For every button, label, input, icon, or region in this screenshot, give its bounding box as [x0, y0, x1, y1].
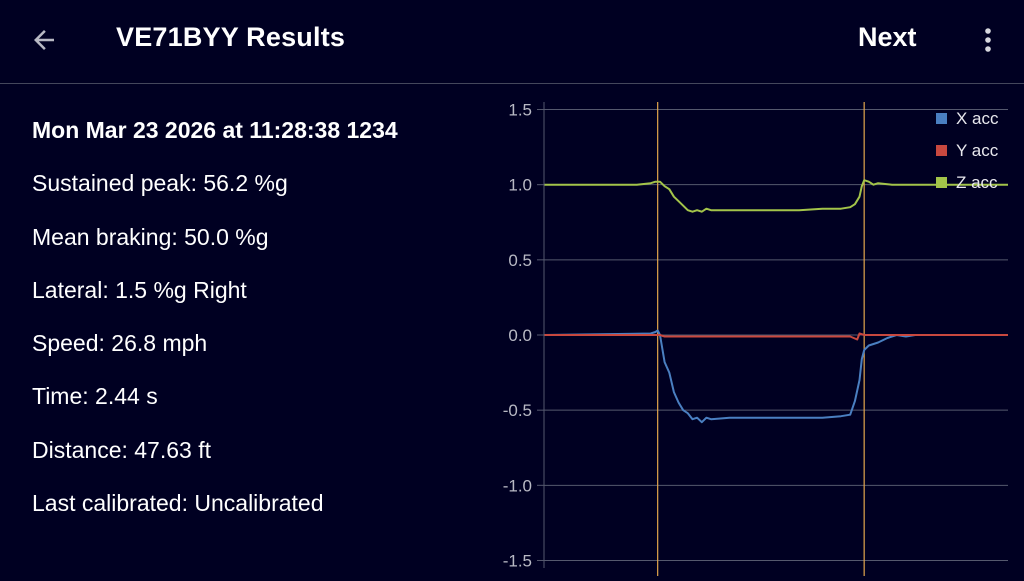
next-button[interactable]: Next: [858, 22, 917, 52]
series-line-y-acc: [544, 332, 1008, 341]
y-tick-label: 0.0: [508, 326, 532, 345]
y-tick-label: 1.0: [508, 176, 532, 195]
result-lateral: Lateral: 1.5 %g Right: [32, 276, 247, 303]
legend-swatch: [936, 113, 947, 124]
y-tick-label: -1.5: [503, 551, 532, 570]
result-mean-braking: Mean braking: 50.0 %g: [32, 223, 269, 250]
more-vert-icon: [985, 28, 991, 52]
y-tick-label: -0.5: [503, 401, 532, 420]
legend-swatch: [936, 177, 947, 188]
y-tick-label: 0.5: [508, 251, 532, 270]
result-sustained-peak: Sustained peak: 56.2 %g: [32, 170, 288, 197]
legend-label: Y acc: [956, 141, 999, 160]
result-last-calibrated: Last calibrated: Uncalibrated: [32, 490, 324, 517]
result-speed: Speed: 26.8 mph: [32, 330, 208, 357]
results-panel: Mon Mar 23 2026 at 11:28:38 1234 Sustain…: [32, 112, 482, 538]
back-button[interactable]: [20, 18, 68, 62]
y-tick-label: 1.5: [508, 101, 532, 120]
arrow-back-icon: [34, 30, 54, 50]
acceleration-chart: 1.5 1.0 0.5 0.0 -0.5 -1.0 -1.5 X acc Y acc Z acc: [486, 96, 1024, 576]
acceleration-chart-svg: 1.5 1.0 0.5 0.0 -0.5 -1.0 -1.5 X acc Y acc Z acc: [503, 101, 1008, 576]
result-datetime: Mon Mar 23 2026 at 11:28:38 1234: [32, 117, 398, 143]
legend-label: Z acc: [956, 173, 998, 192]
result-distance: Distance: 47.63 ft: [32, 436, 211, 463]
y-tick-label: -1.0: [503, 476, 532, 495]
page-title: VE71BYY Results: [116, 22, 346, 52]
app-bar: VE71BYY Results Next: [0, 0, 1024, 84]
series-line-x-acc: [543, 329, 1008, 424]
legend-label: X acc: [956, 109, 999, 128]
more-options-button[interactable]: [972, 18, 1004, 62]
series-line-z-acc: [544, 179, 1008, 213]
legend-swatch: [936, 145, 947, 156]
result-time: Time: 2.44 s: [32, 383, 158, 410]
